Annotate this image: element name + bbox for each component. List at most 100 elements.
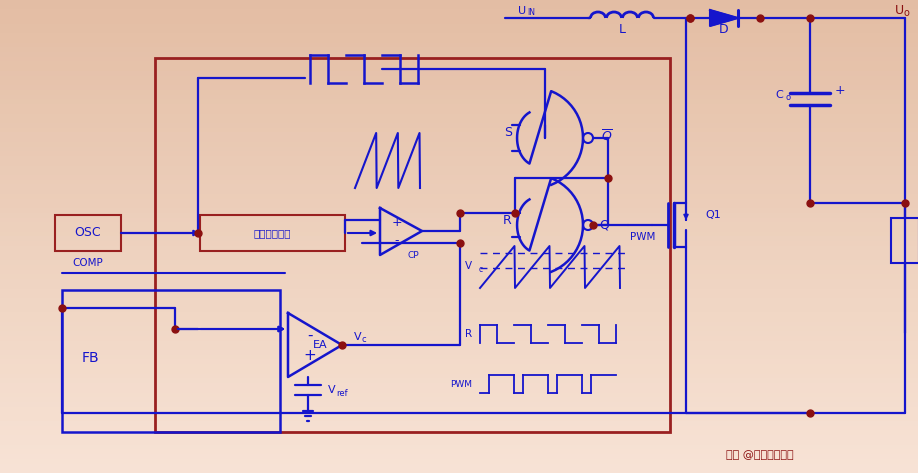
Text: R: R xyxy=(465,329,472,339)
Bar xyxy=(0,416,918,421)
Bar xyxy=(0,426,918,430)
Text: +: + xyxy=(304,348,317,362)
Bar xyxy=(0,459,918,464)
Bar xyxy=(0,38,918,43)
Bar xyxy=(0,260,918,265)
Bar xyxy=(0,161,918,166)
Bar xyxy=(0,412,918,416)
Bar xyxy=(0,317,918,322)
Bar xyxy=(0,109,918,114)
Bar xyxy=(0,66,918,71)
Bar xyxy=(0,104,918,109)
Bar xyxy=(0,388,918,393)
Bar xyxy=(0,161,918,166)
Bar xyxy=(0,355,918,359)
Text: EA: EA xyxy=(313,340,328,350)
Bar xyxy=(0,355,918,359)
Text: C: C xyxy=(775,90,783,100)
Bar xyxy=(0,132,918,137)
Bar xyxy=(0,43,918,47)
Text: S: S xyxy=(504,126,512,140)
Bar xyxy=(0,222,918,227)
Bar xyxy=(0,293,918,298)
Text: c: c xyxy=(362,335,366,344)
Bar xyxy=(0,123,918,128)
Bar xyxy=(0,76,918,80)
Bar xyxy=(0,402,918,407)
Bar xyxy=(0,459,918,464)
Bar xyxy=(0,350,918,355)
Bar xyxy=(0,189,918,194)
Bar xyxy=(0,279,918,284)
Bar xyxy=(0,57,918,61)
Bar xyxy=(0,199,918,203)
Bar xyxy=(0,293,918,298)
Bar xyxy=(0,265,918,270)
Bar xyxy=(0,388,918,393)
Bar xyxy=(0,170,918,175)
Bar xyxy=(0,449,918,454)
Text: U: U xyxy=(518,6,526,16)
Bar xyxy=(0,236,918,241)
Bar xyxy=(0,383,918,388)
Bar xyxy=(0,85,918,90)
Bar xyxy=(0,468,918,473)
Bar xyxy=(0,9,918,14)
Text: V: V xyxy=(328,385,336,395)
Bar xyxy=(0,118,918,123)
Bar xyxy=(0,203,918,208)
Text: o: o xyxy=(904,8,910,18)
Bar xyxy=(0,341,918,345)
Bar xyxy=(0,440,918,445)
Bar xyxy=(0,71,918,76)
Bar xyxy=(0,57,918,61)
Bar xyxy=(0,213,918,218)
Bar xyxy=(0,52,918,57)
Bar xyxy=(0,156,918,161)
Bar xyxy=(0,464,918,468)
Bar xyxy=(0,274,918,279)
Text: V: V xyxy=(465,261,472,271)
Polygon shape xyxy=(710,10,738,26)
Bar xyxy=(62,290,280,432)
Bar xyxy=(0,421,918,426)
Bar xyxy=(0,364,918,369)
Bar xyxy=(0,194,918,199)
Bar xyxy=(0,66,918,71)
Bar xyxy=(0,147,918,151)
Bar xyxy=(0,151,918,156)
Bar xyxy=(0,374,918,378)
Bar xyxy=(0,232,918,236)
Bar xyxy=(0,416,918,421)
Bar xyxy=(0,284,918,289)
Bar xyxy=(0,312,918,317)
Bar xyxy=(0,317,918,322)
Bar xyxy=(0,9,918,14)
Bar xyxy=(0,128,918,132)
Bar xyxy=(0,331,918,336)
Bar xyxy=(0,369,918,374)
Bar xyxy=(0,241,918,246)
Text: +: + xyxy=(835,84,845,96)
Bar xyxy=(0,142,918,147)
Bar xyxy=(0,123,918,128)
Bar xyxy=(0,402,918,407)
Text: FB: FB xyxy=(82,351,100,365)
Bar xyxy=(0,104,918,109)
Bar xyxy=(0,430,918,435)
Bar xyxy=(0,170,918,175)
Bar xyxy=(0,284,918,289)
Bar xyxy=(0,359,918,364)
Bar xyxy=(0,28,918,33)
Bar xyxy=(0,449,918,454)
Text: +: + xyxy=(392,216,402,228)
Bar xyxy=(0,345,918,350)
Bar xyxy=(0,19,918,24)
Bar xyxy=(0,128,918,132)
Text: COMP: COMP xyxy=(72,258,103,268)
Text: IN: IN xyxy=(527,9,535,18)
Bar xyxy=(0,194,918,199)
Bar xyxy=(0,184,918,189)
Bar xyxy=(0,331,918,336)
Bar xyxy=(0,435,918,440)
